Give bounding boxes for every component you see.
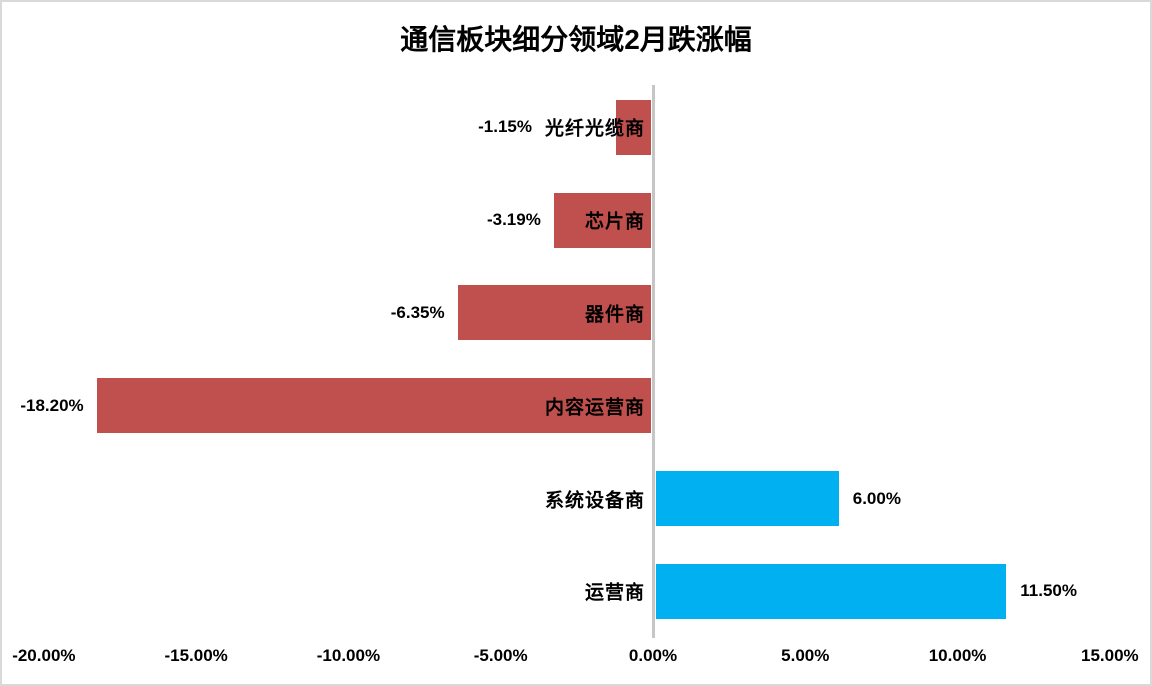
value-label: 11.50% bbox=[1020, 581, 1077, 601]
bar bbox=[656, 563, 1007, 619]
value-label: -1.15% bbox=[478, 117, 532, 137]
category-label: 芯片商 bbox=[584, 211, 645, 233]
value-label: -6.35% bbox=[390, 302, 445, 322]
bar-row: 芯片商 -3.19% bbox=[2, 174, 1150, 267]
x-axis-tick-label: 0.00% bbox=[628, 646, 678, 665]
x-axis-tick-label: -10.00% bbox=[316, 646, 381, 665]
zero-axis-line bbox=[652, 85, 655, 638]
bar bbox=[615, 99, 651, 155]
bar bbox=[553, 192, 651, 248]
value-label: 6.00% bbox=[852, 488, 901, 508]
bar-row: 光纤光缆商 -1.15% bbox=[2, 81, 1150, 174]
bar-row: 系统设备商 6.00% bbox=[2, 452, 1150, 545]
x-axis-tick-label: 10.00% bbox=[928, 646, 987, 665]
category-label: 内容运营商 bbox=[544, 397, 645, 419]
bar-row: 器件商 -6.35% bbox=[2, 267, 1150, 360]
x-axis-tick-label: -15.00% bbox=[164, 646, 228, 665]
value-label: -18.20% bbox=[20, 395, 84, 415]
category-label: 器件商 bbox=[584, 304, 645, 326]
value-label: -3.19% bbox=[486, 210, 541, 230]
category-label: 光纤光缆商 bbox=[544, 118, 645, 140]
bar bbox=[457, 285, 651, 341]
chart-title: 通信板块细分领域2月跌涨幅 bbox=[400, 24, 752, 55]
bar bbox=[96, 378, 651, 434]
bar bbox=[656, 471, 839, 527]
x-axis-tick-label: 15.00% bbox=[1081, 646, 1139, 665]
category-label: 运营商 bbox=[584, 582, 645, 604]
bar-row: 内容运营商 -18.20% bbox=[2, 359, 1150, 452]
category-label: 系统设备商 bbox=[544, 490, 645, 512]
x-axis-tick-label: 5.00% bbox=[781, 646, 830, 665]
x-axis-tick-label: -5.00% bbox=[473, 646, 528, 665]
x-axis: -20.00% -15.00% -10.00% -5.00% 0.00% 5.00% 10.… bbox=[2, 646, 1150, 672]
bar-row: 运营商 11.50% bbox=[2, 545, 1150, 638]
plot-area: 光纤光缆商 -1.15% 芯片商 -3.19% 器件商 -6.35% 内容运营商… bbox=[2, 81, 1150, 638]
x-axis-tick-label: -20.00% bbox=[12, 646, 76, 665]
